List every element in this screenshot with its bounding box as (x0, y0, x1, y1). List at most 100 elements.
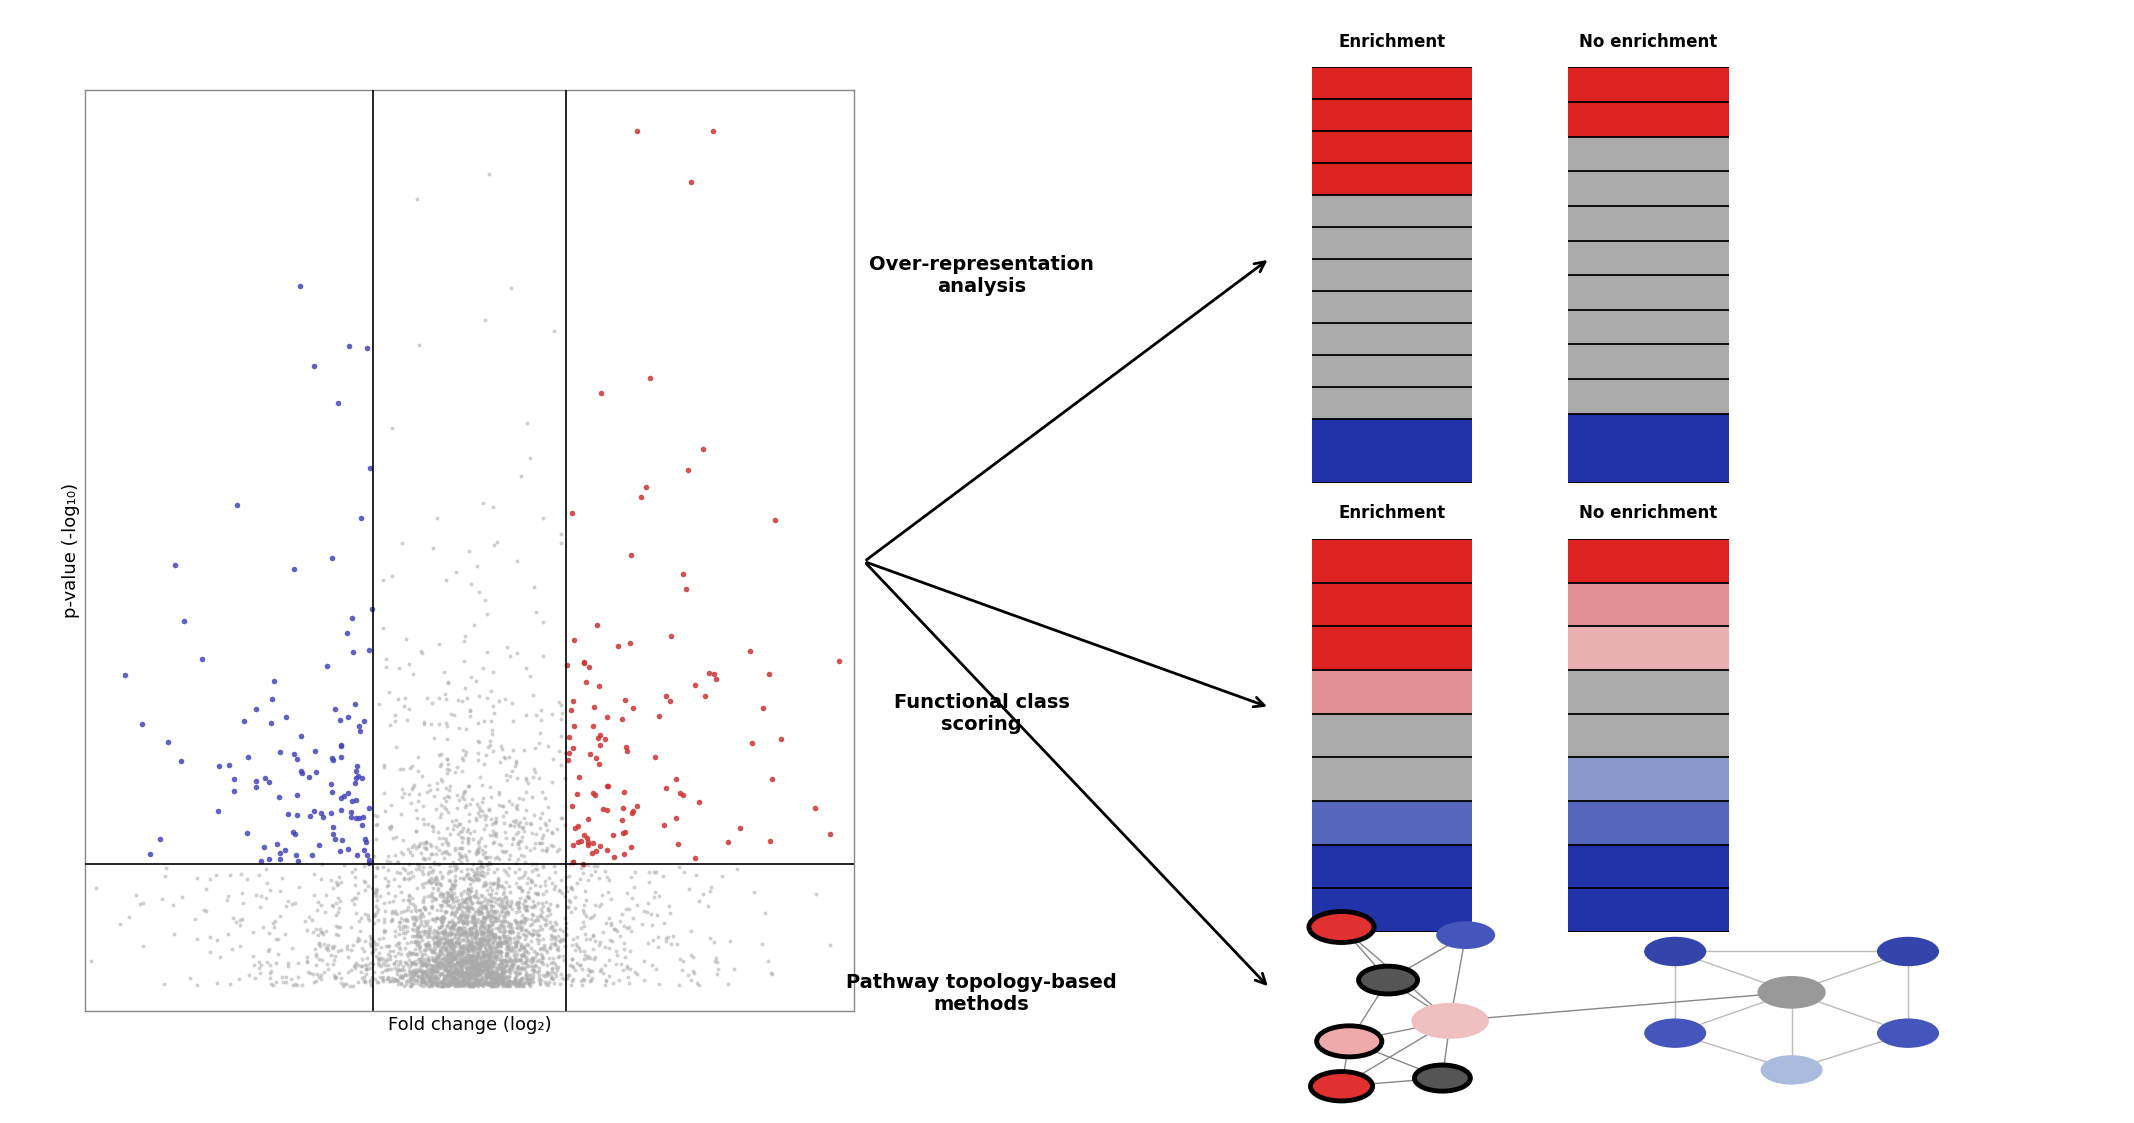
Point (256, 976, 290, 994)
Point (437, 956, 472, 974)
Point (461, 932, 495, 950)
Point (469, 966, 504, 984)
Point (478, 833, 512, 851)
Point (455, 939, 489, 957)
Point (440, 956, 474, 974)
Point (429, 960, 463, 978)
Point (478, 974, 512, 992)
Point (433, 871, 467, 889)
Point (478, 973, 512, 990)
Point (435, 877, 469, 895)
Point (405, 861, 440, 879)
Point (540, 931, 574, 949)
Point (423, 805, 457, 823)
Point (440, 952, 474, 970)
Point (474, 885, 508, 903)
Point (469, 967, 504, 985)
Point (519, 764, 553, 782)
Point (491, 973, 525, 990)
Bar (1312, 888, 1472, 932)
Point (442, 964, 476, 982)
Point (461, 840, 495, 858)
Point (382, 924, 416, 942)
Point (489, 862, 523, 880)
Point (508, 838, 542, 856)
Point (435, 975, 469, 993)
Point (440, 933, 474, 951)
Point (363, 930, 397, 948)
Point (459, 902, 493, 920)
Point (425, 796, 459, 814)
Point (376, 969, 410, 987)
Point (446, 924, 480, 942)
Point (444, 693, 478, 711)
Point (472, 953, 506, 971)
Point (429, 956, 463, 974)
Point (465, 901, 499, 919)
Point (442, 946, 476, 964)
Point (339, 757, 373, 775)
Point (572, 971, 606, 989)
Point (495, 922, 529, 940)
Point (405, 922, 440, 940)
Point (476, 955, 510, 973)
Point (437, 949, 472, 967)
Point (534, 969, 568, 987)
Point (698, 951, 732, 969)
Bar (1568, 583, 1729, 627)
Point (501, 877, 536, 895)
Point (158, 556, 192, 574)
Point (495, 741, 529, 759)
Point (640, 938, 674, 956)
Point (463, 939, 497, 957)
Point (497, 951, 531, 969)
Point (365, 949, 399, 967)
Point (495, 960, 529, 978)
Point (459, 843, 493, 861)
Point (467, 974, 501, 992)
Point (523, 917, 557, 935)
Point (297, 940, 331, 958)
Point (440, 933, 474, 951)
Point (450, 834, 484, 852)
Point (367, 910, 401, 928)
Point (429, 968, 463, 986)
Point (450, 943, 484, 961)
Point (461, 955, 495, 973)
Point (267, 925, 301, 943)
Point (457, 924, 491, 942)
Point (437, 929, 472, 947)
Point (423, 958, 457, 976)
Point (373, 942, 408, 960)
Point (461, 977, 495, 995)
Point (395, 975, 429, 993)
Point (425, 844, 459, 862)
Point (435, 889, 469, 907)
Point (480, 970, 514, 988)
Point (79, 878, 113, 896)
Point (510, 887, 544, 905)
Point (397, 836, 431, 853)
Point (446, 956, 480, 974)
Point (638, 864, 672, 882)
Point (674, 922, 708, 940)
Point (431, 950, 465, 968)
Point (301, 965, 335, 983)
Point (418, 889, 452, 907)
Point (469, 958, 504, 976)
Point (437, 885, 472, 903)
Point (474, 915, 508, 933)
Point (448, 928, 482, 946)
Point (418, 975, 452, 993)
Point (455, 949, 489, 967)
Point (555, 950, 589, 968)
Point (504, 953, 538, 971)
Point (568, 904, 602, 922)
Point (574, 866, 608, 884)
Point (457, 938, 491, 956)
Point (444, 953, 478, 971)
Point (469, 922, 504, 940)
Point (442, 975, 476, 993)
Point (510, 897, 544, 915)
Point (452, 950, 487, 968)
